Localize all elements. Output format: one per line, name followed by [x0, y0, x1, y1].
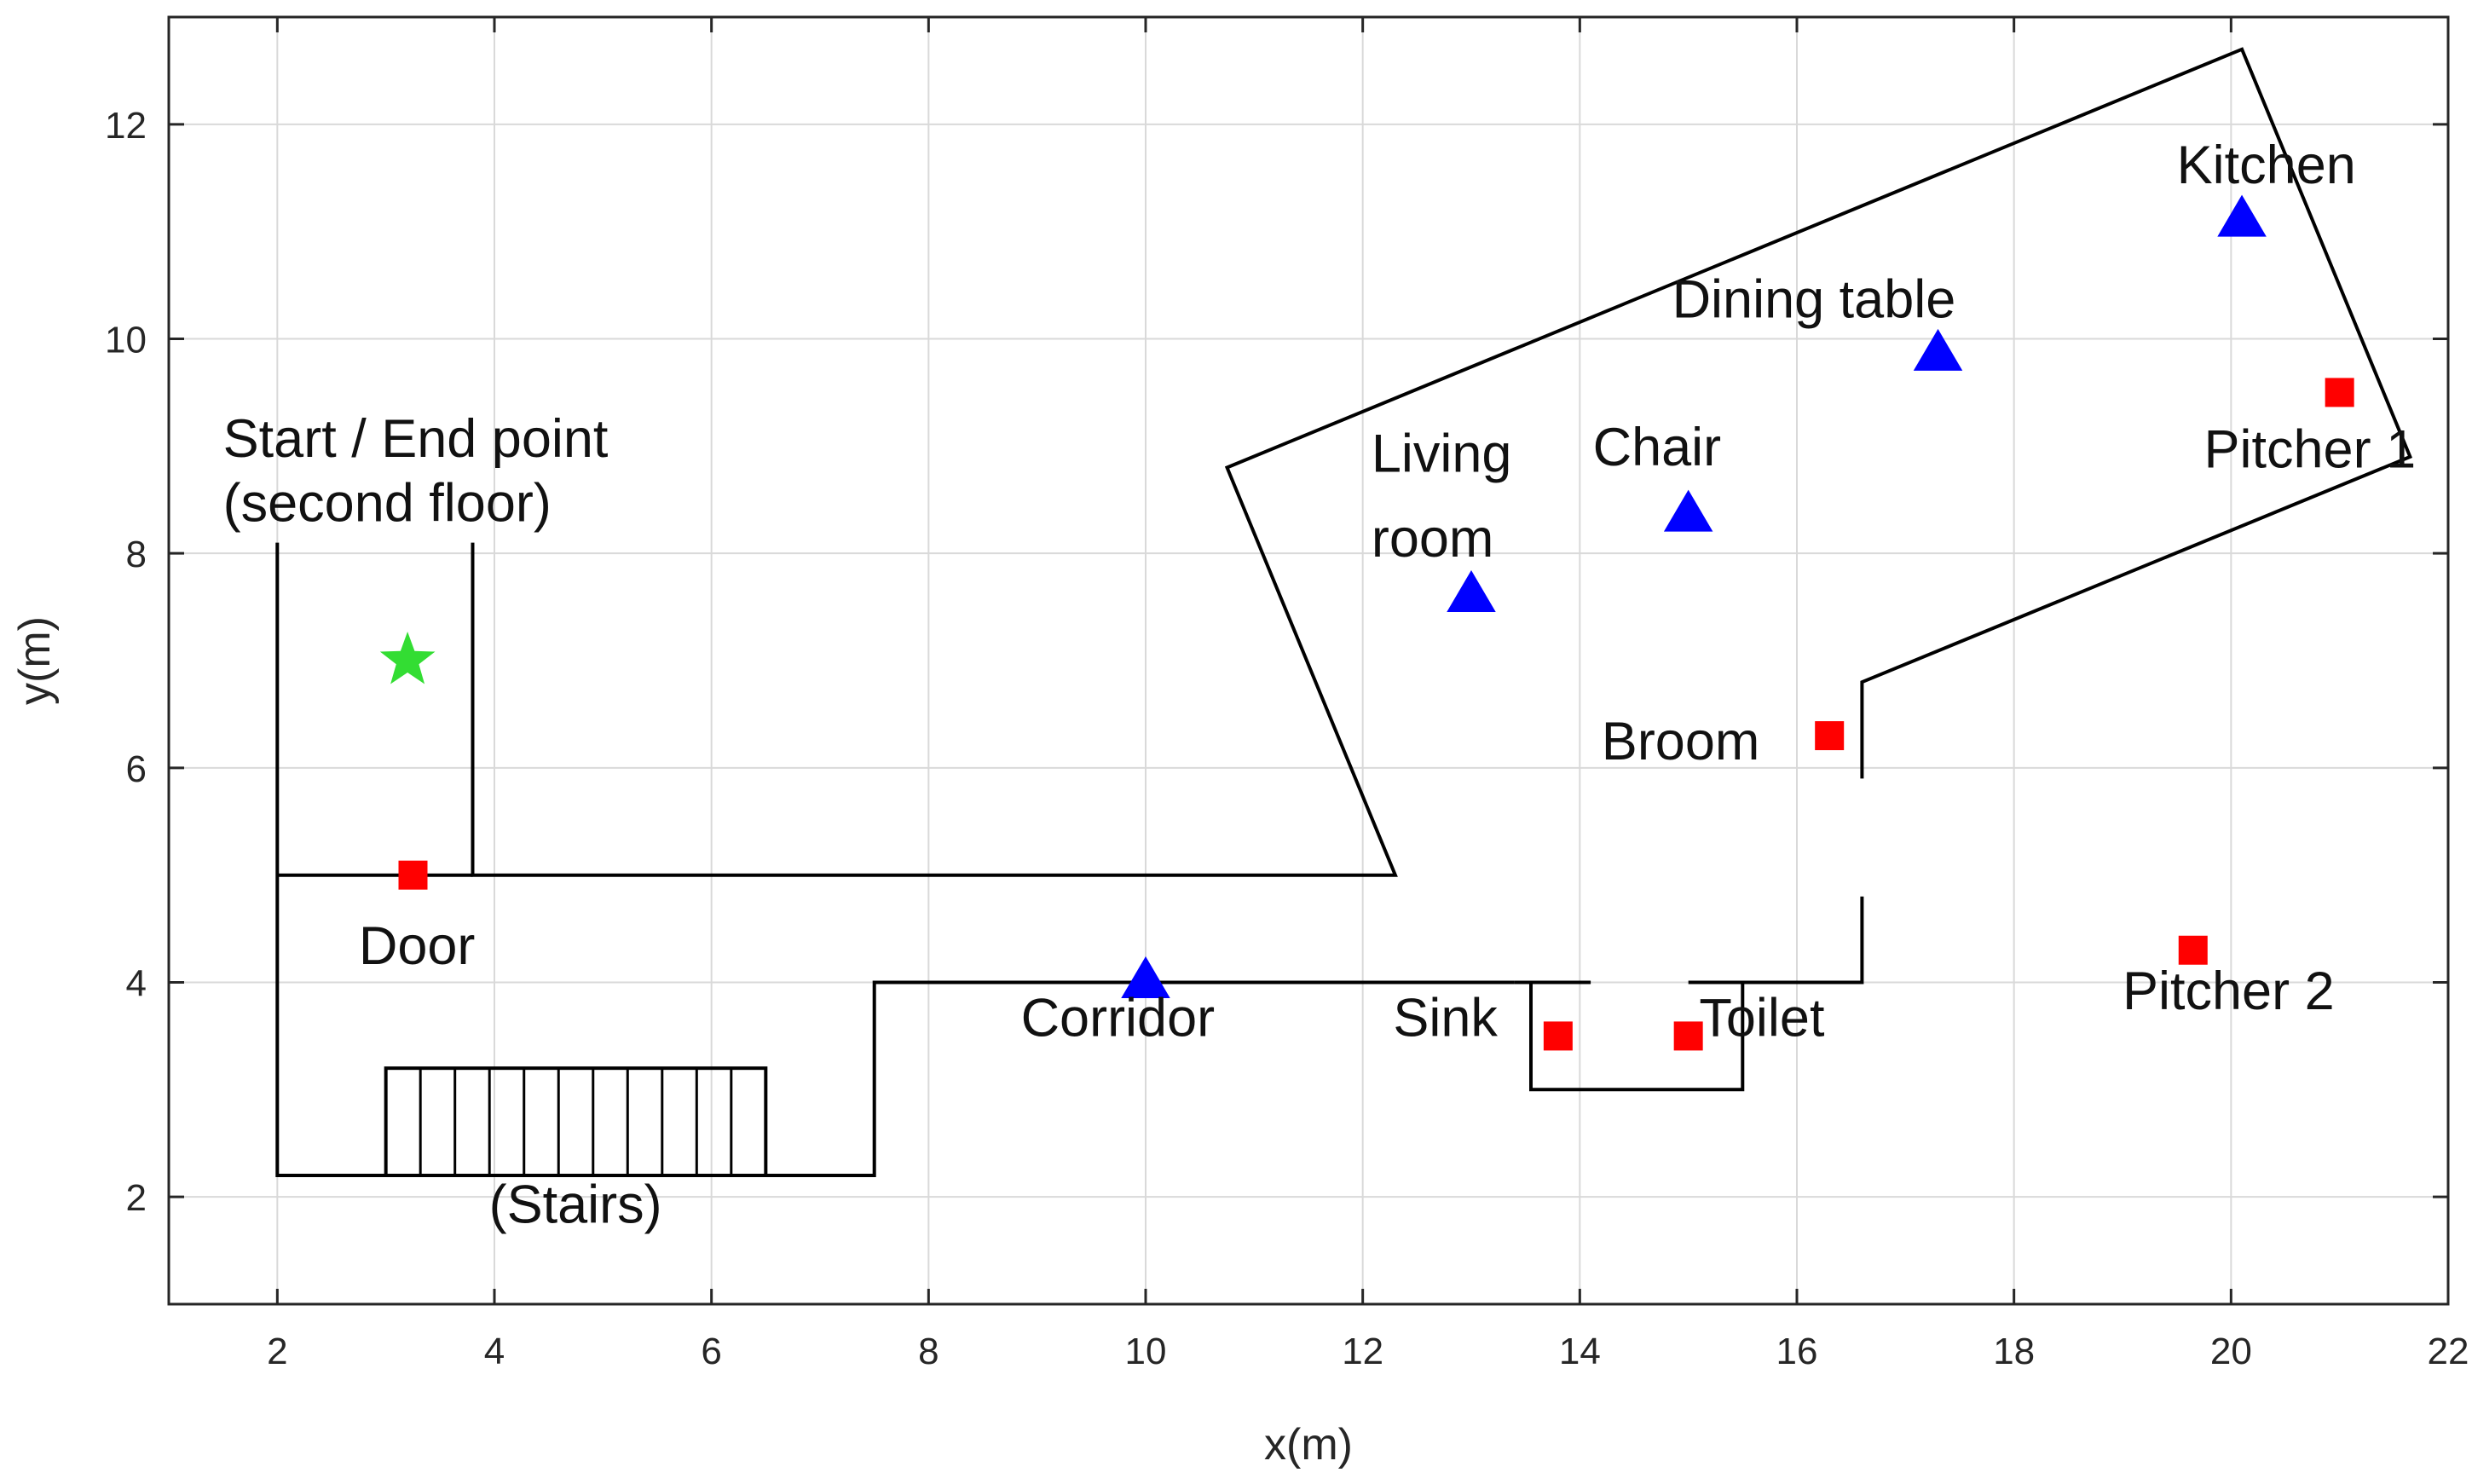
annotation-label: Kitchen [2177, 136, 2356, 195]
y-tick-label: 4 [126, 963, 147, 1005]
x-tick-label: 4 [484, 1331, 505, 1372]
annotation-label: room [1372, 509, 1494, 569]
data-markers [379, 194, 2354, 1051]
wall-line [471, 47, 2413, 877]
x-tick-label: 12 [1342, 1331, 1383, 1372]
x-axis-label: x(m) [1264, 1420, 1353, 1470]
location-marker-triangle [1121, 956, 1170, 998]
object-marker-square [1543, 1021, 1573, 1051]
y-tick-label: 6 [126, 748, 147, 790]
x-tick-label: 6 [701, 1331, 721, 1372]
location-marker-triangle [1447, 570, 1496, 612]
floor-plan-walls [275, 47, 2413, 1177]
y-axis-label: y(m) [10, 616, 60, 705]
annotation-label: Corridor [1021, 988, 1216, 1048]
object-marker-square [398, 860, 428, 890]
location-marker-triangle [1913, 328, 1963, 371]
annotation-label: Start / End point [223, 409, 609, 469]
annotation-label: (Stairs) [489, 1175, 662, 1234]
annotation-label: Pitcher 1 [2204, 420, 2417, 480]
x-tick-label: 20 [2210, 1331, 2252, 1372]
x-tick-label: 22 [2428, 1331, 2469, 1372]
y-tick-label: 2 [126, 1177, 147, 1219]
location-marker-triangle [2217, 194, 2267, 237]
annotation-label: Dining table [1672, 269, 1956, 329]
y-tick-label: 12 [105, 105, 147, 147]
annotation-label: (second floor) [223, 473, 552, 533]
object-marker-square [2325, 378, 2354, 407]
object-marker-square [1673, 1021, 1703, 1051]
annotations: Start / End point(second floor) Door (Stai… [223, 136, 2416, 1234]
x-tick-label: 2 [267, 1331, 287, 1372]
location-marker-triangle [1663, 489, 1713, 532]
annotation-label: Living [1372, 424, 1512, 484]
annotation-label: Door [359, 916, 476, 976]
x-tick-label: 18 [1993, 1331, 2035, 1372]
stairs-outline [384, 1066, 768, 1177]
y-tick-label: 10 [105, 320, 147, 361]
wall-line [275, 542, 1515, 1177]
x-tick-label: 16 [1776, 1331, 1818, 1372]
x-tick-label: 8 [918, 1331, 939, 1372]
object-marker-square [1815, 721, 1845, 751]
x-tick-label: 14 [1559, 1331, 1601, 1372]
annotation-label: Pitcher 2 [2123, 961, 2335, 1021]
annotation-label: Sink [1393, 988, 1498, 1048]
annotation-label: Chair [1593, 418, 1722, 477]
start-end-star-marker [379, 632, 436, 684]
wall-line [1688, 896, 1864, 985]
annotation-label: Broom [1602, 712, 1760, 771]
x-tick-label: 10 [1125, 1331, 1167, 1372]
object-marker-square [2178, 935, 2208, 965]
stairs-drawing [384, 1066, 768, 1177]
annotation-label: Toilet [1699, 988, 1825, 1048]
plot-frame [167, 15, 2450, 1306]
wall-line [1529, 982, 1745, 1092]
y-tick-label: 8 [126, 534, 147, 575]
